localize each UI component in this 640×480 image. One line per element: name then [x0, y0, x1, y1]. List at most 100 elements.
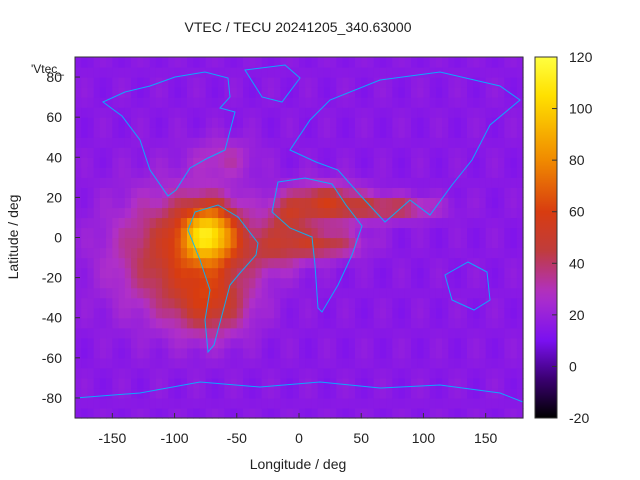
heatmap-cell: [460, 197, 468, 209]
heatmap-cell: [143, 357, 151, 369]
heatmap-cell: [99, 87, 107, 98]
heatmap-cell: [417, 147, 425, 158]
heatmap-cell: [330, 157, 337, 168]
heatmap-cell: [367, 117, 375, 128]
heatmap-cell: [131, 107, 138, 118]
heatmap-cell: [187, 317, 194, 329]
heatmap-cell: [143, 327, 151, 339]
heatmap-cell: [355, 197, 362, 209]
heatmap-cell: [491, 277, 499, 289]
heatmap-cell: [93, 147, 101, 158]
heatmap-cell: [112, 77, 120, 88]
heatmap-cell: [143, 67, 151, 78]
heatmap-cell: [243, 77, 250, 88]
heatmap-cell: [460, 77, 468, 88]
heatmap-cell: [218, 97, 225, 108]
heatmap-cell: [454, 247, 462, 259]
heatmap-cell: [498, 237, 505, 249]
heatmap-cell: [249, 307, 257, 319]
heatmap-cell: [504, 317, 512, 329]
heatmap-cell: [379, 307, 387, 319]
heatmap-cell: [81, 107, 89, 118]
heatmap-cell: [448, 97, 456, 108]
heatmap-cell: [498, 207, 505, 219]
heatmap-cell: [367, 127, 375, 138]
heatmap-cell: [174, 107, 182, 118]
heatmap-cell: [230, 117, 238, 128]
heatmap-cell: [498, 247, 505, 259]
heatmap-cell: [93, 287, 101, 299]
heatmap-cell: [417, 357, 425, 369]
heatmap-cell: [112, 347, 120, 359]
heatmap-cell: [398, 117, 406, 128]
heatmap-cell: [342, 317, 350, 329]
heatmap-cell: [81, 227, 89, 239]
heatmap-cell: [379, 407, 387, 419]
heatmap-cell: [224, 87, 232, 98]
heatmap-cell: [398, 147, 406, 158]
heatmap-cell: [367, 307, 375, 319]
heatmap-cell: [93, 277, 101, 289]
heatmap-cell: [280, 347, 288, 359]
heatmap-cell: [473, 327, 481, 339]
heatmap-cell: [498, 377, 505, 389]
heatmap-cell: [473, 337, 481, 349]
heatmap-cell: [193, 207, 201, 219]
heatmap-cell: [398, 127, 406, 138]
heatmap-cell: [180, 67, 188, 78]
heatmap-cell: [199, 97, 207, 108]
heatmap-cell: [180, 207, 188, 219]
heatmap-cell: [230, 407, 238, 419]
heatmap-cell: [243, 327, 250, 339]
heatmap-cell: [417, 397, 425, 409]
heatmap-cell: [386, 247, 393, 259]
heatmap-cell: [516, 257, 524, 269]
heatmap-cell: [367, 147, 375, 158]
heatmap-cell: [429, 327, 437, 339]
heatmap-cell: [274, 57, 281, 68]
heatmap-cell: [510, 377, 518, 389]
heatmap-cell: [168, 147, 176, 158]
heatmap-cell: [317, 97, 325, 108]
heatmap-cell: [367, 297, 375, 309]
heatmap-cell: [261, 127, 269, 138]
heatmap-cell: [423, 347, 431, 359]
heatmap-cell: [479, 367, 487, 379]
heatmap-cell: [423, 297, 431, 309]
heatmap-cell: [274, 257, 281, 269]
heatmap-cell: [199, 307, 207, 319]
heatmap-cell: [454, 367, 462, 379]
heatmap-cell: [398, 177, 406, 188]
heatmap-cell: [75, 287, 82, 299]
heatmap-cell: [143, 227, 151, 239]
heatmap-cell: [454, 107, 462, 118]
heatmap-cell: [317, 307, 325, 319]
heatmap-cell: [162, 367, 169, 379]
heatmap-cell: [180, 87, 188, 98]
heatmap-cell: [411, 287, 418, 299]
heatmap-cell: [442, 257, 449, 269]
heatmap-cell: [87, 77, 95, 88]
heatmap-cell: [473, 287, 481, 299]
colorbar-tick-label: 80: [569, 152, 585, 168]
heatmap-cell: [99, 367, 107, 379]
heatmap-cell: [75, 77, 82, 88]
heatmap-cell: [286, 197, 294, 209]
heatmap-cell: [187, 337, 194, 349]
heatmap-cell: [106, 277, 113, 289]
heatmap-cell: [417, 297, 425, 309]
heatmap-cell: [230, 377, 238, 389]
heatmap-cell: [423, 407, 431, 419]
heatmap-cell: [467, 317, 474, 329]
heatmap-cell: [180, 287, 188, 299]
heatmap-cell: [155, 207, 163, 219]
heatmap-cell: [342, 107, 350, 118]
heatmap-cell: [367, 367, 375, 379]
heatmap-cell: [81, 297, 89, 309]
heatmap-cell: [367, 67, 375, 78]
heatmap-cell: [348, 157, 356, 168]
heatmap-cell: [149, 217, 157, 229]
y-tick-label: -20: [42, 270, 62, 286]
heatmap-cell: [261, 347, 269, 359]
heatmap-cell: [299, 307, 306, 319]
